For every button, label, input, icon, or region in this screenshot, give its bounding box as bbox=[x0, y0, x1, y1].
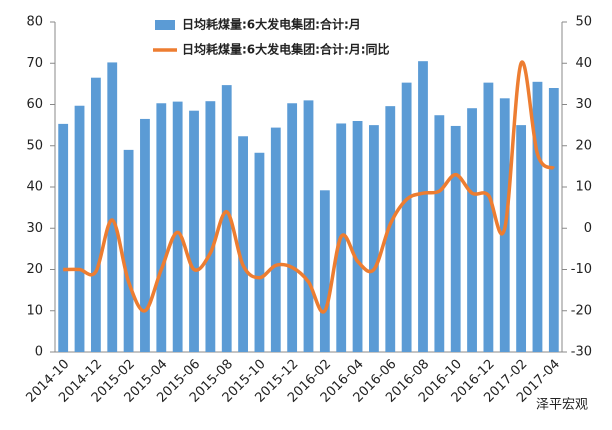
bar bbox=[270, 127, 281, 352]
bar bbox=[532, 81, 543, 352]
bar bbox=[74, 105, 85, 352]
bar bbox=[123, 149, 134, 352]
bar bbox=[107, 62, 118, 353]
bar bbox=[238, 136, 248, 352]
bar bbox=[140, 118, 150, 352]
bar bbox=[58, 123, 69, 352]
bar bbox=[483, 82, 494, 352]
y2-tick-label: 50 bbox=[575, 15, 592, 30]
line bbox=[63, 60, 555, 314]
bar bbox=[172, 101, 183, 352]
bar bbox=[369, 125, 379, 352]
bar bbox=[385, 106, 396, 353]
y-tick-label: 80 bbox=[26, 15, 43, 30]
y-tick-label: 60 bbox=[26, 97, 43, 112]
y2-tick-label: 0 bbox=[584, 221, 592, 236]
y-tick-label: 20 bbox=[26, 262, 43, 277]
y-tick-label: 10 bbox=[26, 303, 43, 318]
bar bbox=[189, 110, 199, 352]
bar bbox=[548, 88, 559, 352]
y2-tick-label: 30 bbox=[575, 97, 592, 112]
y-tick-label: 70 bbox=[26, 56, 43, 71]
bar bbox=[303, 100, 314, 352]
legend-swatch bbox=[155, 20, 175, 30]
bar bbox=[467, 108, 477, 353]
bar bbox=[450, 125, 461, 352]
bar bbox=[352, 121, 363, 352]
y2-tick-label: 10 bbox=[575, 180, 592, 195]
bar bbox=[221, 85, 232, 353]
y-tick-label: 40 bbox=[26, 180, 43, 195]
y-tick-label: 50 bbox=[26, 138, 43, 153]
bar bbox=[90, 77, 101, 352]
bar bbox=[434, 115, 445, 352]
watermark: 泽平宏观 bbox=[536, 398, 588, 413]
bar bbox=[401, 82, 412, 352]
y2-tick-label: -20 bbox=[571, 303, 592, 318]
y2-tick-label: 20 bbox=[575, 138, 592, 153]
y-tick-label: 0 bbox=[35, 345, 43, 360]
y2-tick-label: -10 bbox=[571, 262, 592, 277]
bar bbox=[287, 103, 298, 352]
bar bbox=[319, 190, 330, 352]
y2-tick-label: 40 bbox=[575, 56, 592, 71]
y-tick-label: 30 bbox=[26, 221, 43, 236]
legend-label: 日均耗煤量:6大发电集团:合计:月 bbox=[182, 17, 361, 32]
bar bbox=[516, 125, 527, 352]
bar bbox=[418, 61, 428, 352]
y2-tick-label: -30 bbox=[571, 345, 592, 360]
bar bbox=[156, 103, 167, 352]
bar bbox=[205, 101, 216, 352]
legend-label: 日均耗煤量:6大发电集团:合计:月:同比 bbox=[182, 42, 390, 57]
bar bbox=[254, 152, 265, 352]
